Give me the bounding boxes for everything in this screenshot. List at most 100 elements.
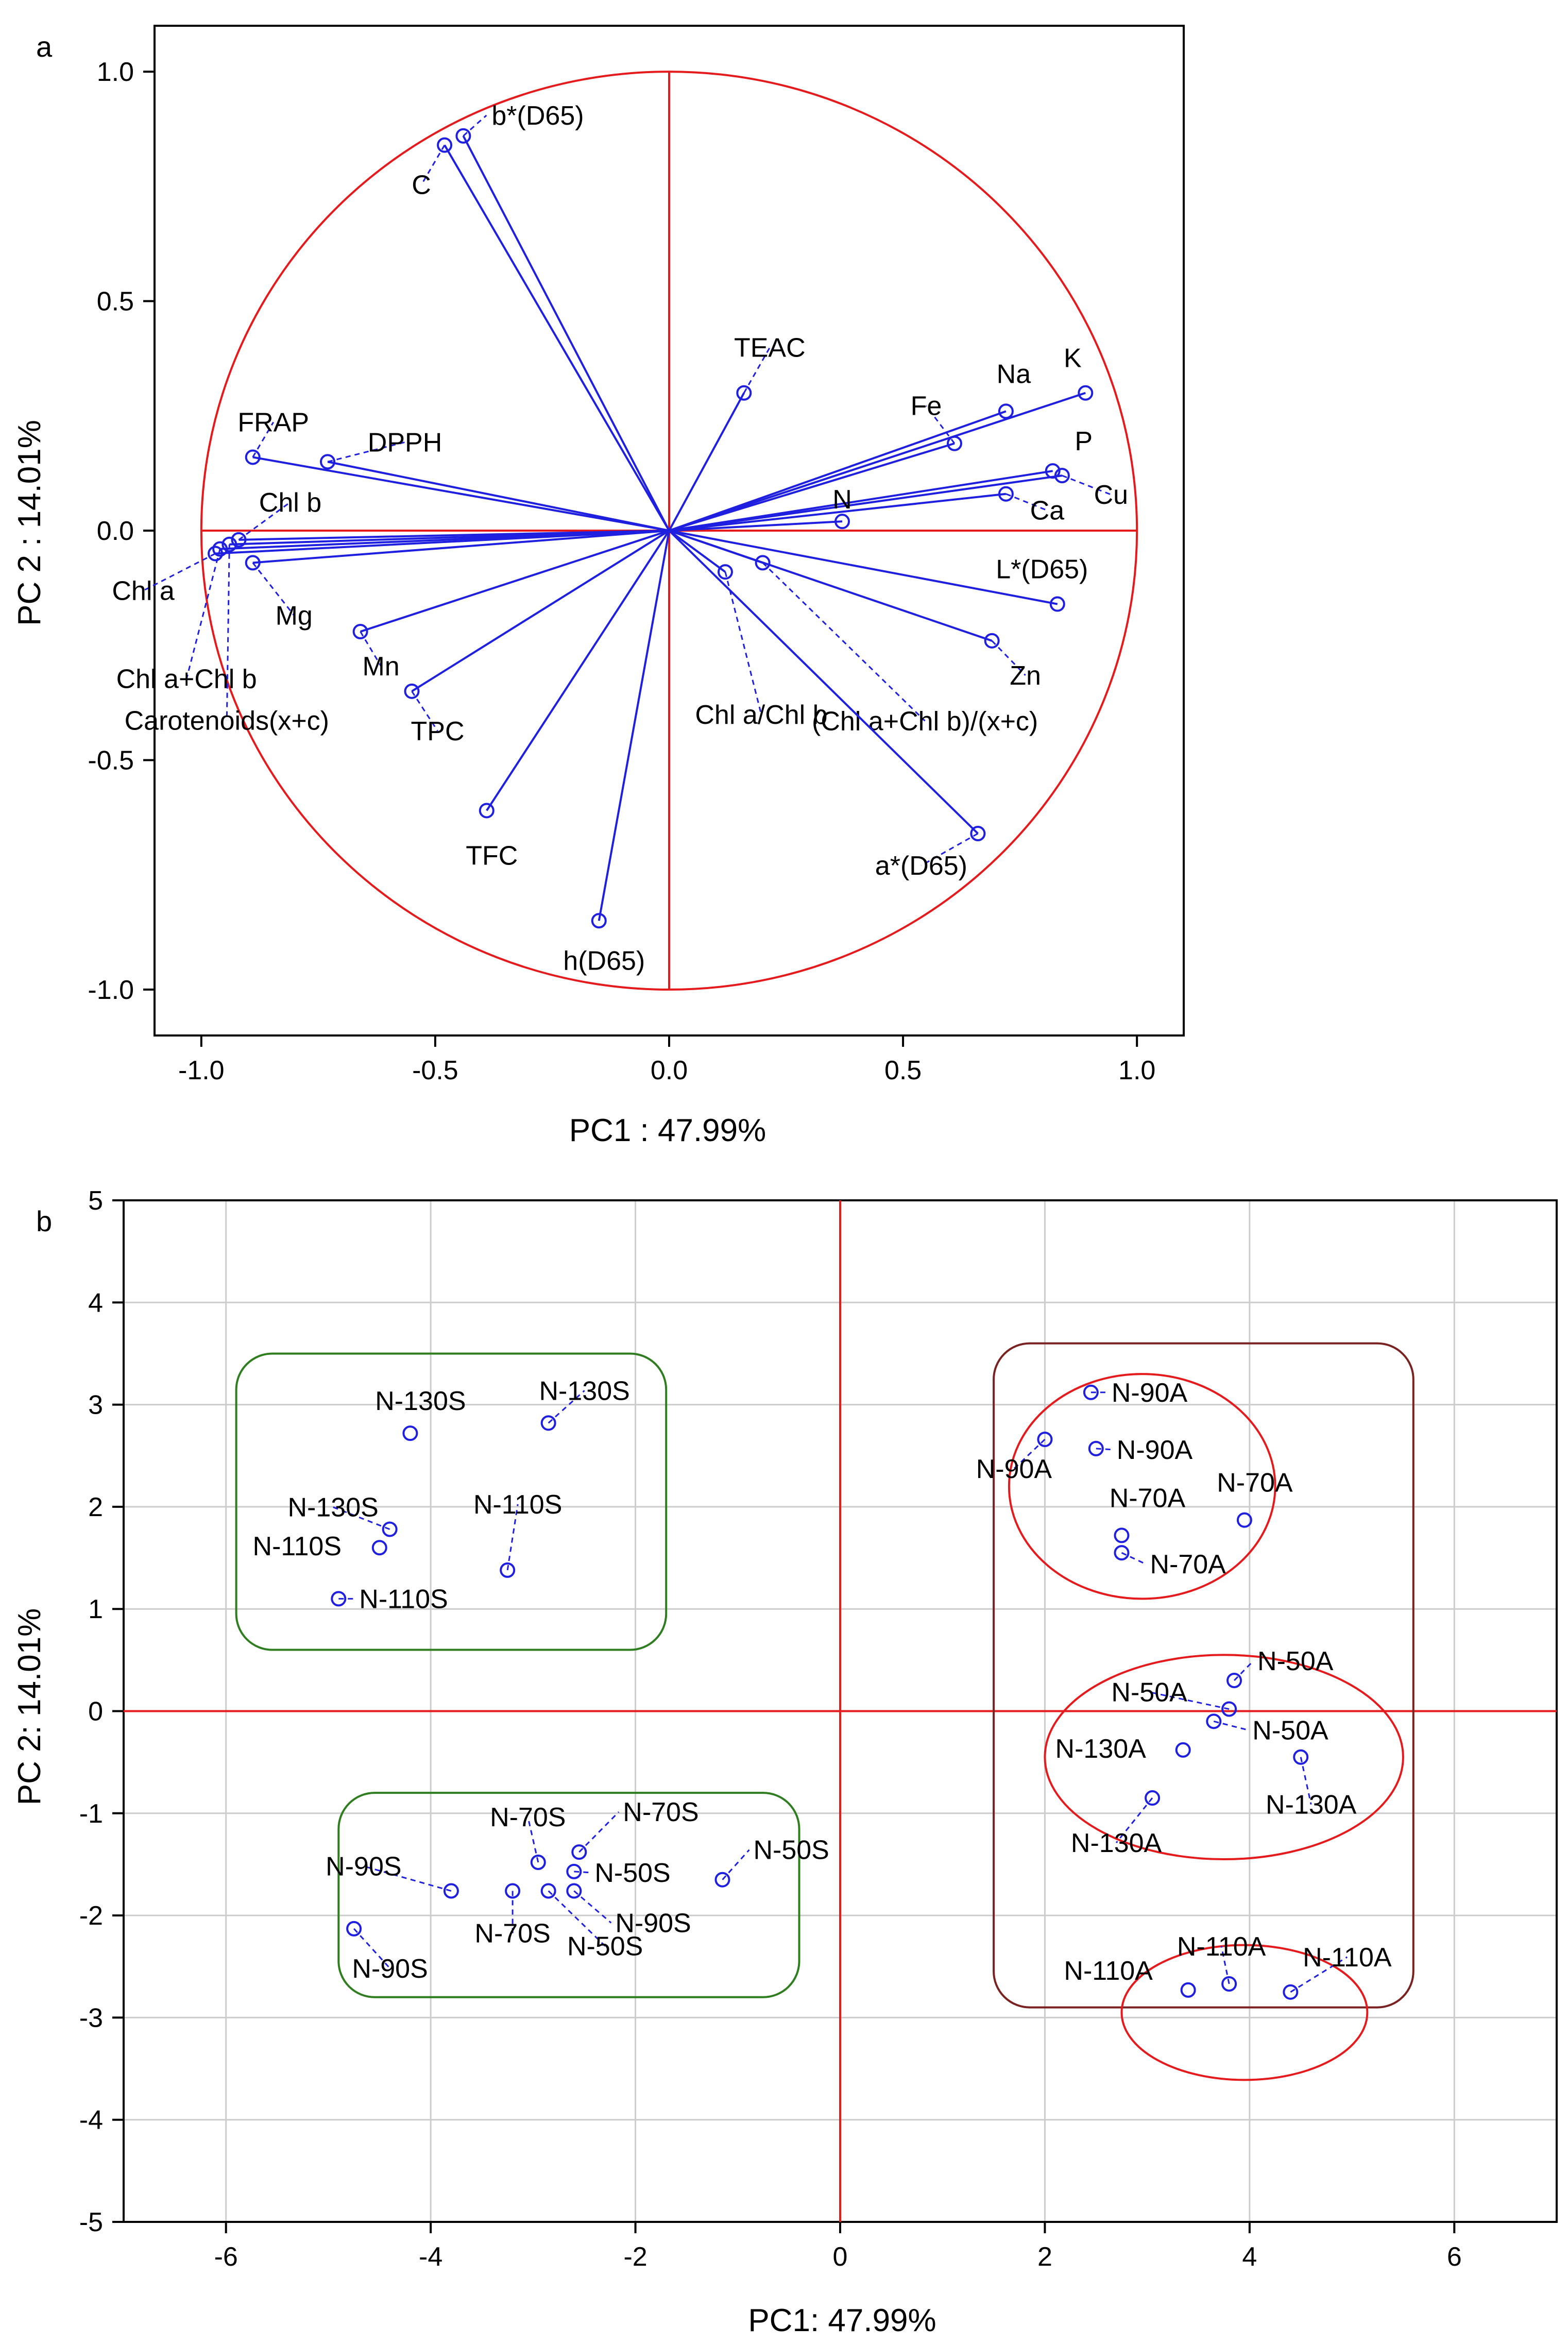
score-leader-n-110a (1220, 1946, 1230, 1984)
point-l-d65 (1049, 596, 1065, 612)
point-na (998, 403, 1014, 419)
score-leader-n-90a (1096, 1448, 1113, 1451)
score-label-n-90a: N-90A (1112, 1378, 1188, 1408)
score-point-n-90a (1083, 1384, 1099, 1400)
point-h-d65 (591, 913, 607, 929)
score-point-n-130s (382, 1521, 398, 1537)
group-box-a-samples (993, 1342, 1414, 2009)
point-mn (352, 624, 368, 639)
score-label-n-130a: N-130A (1071, 1828, 1162, 1858)
score-point-n-50a (1206, 1713, 1222, 1729)
y-tick-label: 0.0 (97, 516, 134, 546)
score-point-n-110a (1180, 1982, 1196, 1998)
score-plot-area: -6 -4 -2 0 2 4 6 -5 -4 -3 -2 -1 0 1 2 3 4 5 N-130S N-130S N-… (79, 1186, 1558, 2272)
panel-b-letter: b (36, 1205, 52, 1237)
score-point-n-130s (540, 1415, 556, 1431)
point-chl-a-chl-b (212, 541, 228, 557)
y-tick-label: -2 (79, 1901, 103, 1931)
score-label-n-50s: N-50S (753, 1836, 829, 1865)
label-chl-a-chl-b: Chl a+Chl b (116, 665, 257, 694)
score-point-n-90s (346, 1921, 362, 1937)
label-na: Na (997, 359, 1031, 389)
score-point-n-110a (1221, 1976, 1237, 1992)
score-point-n-50a (1226, 1673, 1242, 1689)
label-zn: Zn (1010, 661, 1041, 691)
vector-ca (669, 492, 1007, 532)
score-point-n-90s (443, 1883, 459, 1899)
score-leader-n-130s (333, 1506, 390, 1530)
label-mn: Mn (362, 652, 399, 682)
score-point-n-50a (1221, 1701, 1237, 1717)
label-fe: Fe (911, 392, 942, 421)
leader-chl-a (143, 553, 216, 591)
point-chl-a-chl-b-x-c (755, 555, 771, 571)
group-box-s-samples-lower (337, 1792, 800, 1998)
point-chl-a-chl-b (717, 564, 733, 580)
leader-zn (991, 640, 1026, 676)
panel-a-x-axis-label: PC1 : 47.99% (569, 1113, 766, 1148)
vector-tpc (411, 530, 670, 692)
score-label-n-90a: N-90A (1117, 1435, 1193, 1465)
point-k (1078, 385, 1094, 401)
leader-mn (360, 631, 382, 667)
y-tick-label: 3 (88, 1390, 103, 1420)
score-point-n-130a (1293, 1749, 1309, 1765)
label-mg: Mg (276, 601, 313, 631)
label-ca: Ca (1030, 496, 1065, 526)
score-leader-n-50s (722, 1849, 750, 1880)
y-tick-label: -4 (79, 2105, 103, 2135)
panel-b-x-axis-label: PC1: 47.99% (748, 2303, 936, 2338)
score-label-n-50s: N-50S (594, 1858, 670, 1888)
x-tick-label: -6 (214, 2242, 238, 2272)
leader-tpc (411, 691, 438, 732)
score-leader-n-50s (574, 1871, 591, 1874)
x-tick-label: 0.0 (651, 1056, 688, 1085)
score-point-n-90a (1037, 1432, 1053, 1448)
panel-b-y-axis-label: PC 2: 14.01% (12, 1608, 47, 1806)
x-tick-label: 0.5 (884, 1056, 922, 1085)
y-tick-label: -0.5 (88, 745, 134, 775)
score-label-n-110s: N-110S (253, 1532, 342, 1561)
y-tick-label: 2 (88, 1492, 103, 1522)
score-label-n-50a: N-50A (1252, 1715, 1328, 1745)
x-tick-label: 2 (1037, 2242, 1052, 2272)
label-cu: Cu (1094, 480, 1128, 510)
leader-chl-a-chl-b-x-c (762, 562, 926, 722)
vector-c (444, 144, 670, 532)
vector-zn (669, 530, 993, 642)
leader-chl-b (238, 501, 291, 541)
score-leader-n-130s (548, 1390, 585, 1424)
score-point-n-90s (566, 1883, 582, 1899)
score-label-n-50a: N-50A (1257, 1646, 1334, 1676)
score-point-n-90a (1088, 1440, 1104, 1456)
point-carotenoids-x-c (221, 536, 237, 552)
leader-frap (252, 421, 275, 458)
score-label-n-90s: N-90S (352, 1954, 428, 1984)
score-leader-n-90a (1013, 1438, 1046, 1470)
leader-ca (1005, 493, 1048, 512)
point-dpph (320, 454, 336, 470)
y-tick-label: 0 (88, 1697, 103, 1727)
cluster-ellipse-n-50a-n-130a-cluster (1044, 1654, 1404, 1861)
vector-b-d65 (462, 135, 670, 531)
score-point-n-130a (1145, 1790, 1161, 1806)
score-label-n-90s: N-90S (326, 1852, 401, 1882)
leader-dpph (327, 441, 405, 463)
y-tick-label: 1.0 (97, 57, 134, 87)
score-point-n-70a (1114, 1545, 1130, 1561)
score-point-n-70s (530, 1854, 546, 1870)
label-carotenoids-x-c: Carotenoids(x+c) (125, 706, 329, 736)
score-label-n-130a: N-130A (1266, 1790, 1357, 1820)
label-k: K (1064, 344, 1082, 373)
score-leader-n-70s (527, 1816, 539, 1863)
label-chl-a-chl-b: Chl a/Chl b (695, 700, 827, 730)
label-chl-b: Chl b (259, 488, 321, 518)
point-tfc (479, 803, 495, 819)
score-point-n-70s (505, 1883, 521, 1899)
score-leader-n-70s (578, 1811, 620, 1853)
score-point-n-110s (500, 1562, 516, 1578)
vector-l-d65 (669, 530, 1058, 605)
score-label-n-90s: N-90S (615, 1909, 691, 1939)
vector-dpph (327, 461, 670, 532)
label-l-d65: L*(D65) (996, 555, 1088, 585)
